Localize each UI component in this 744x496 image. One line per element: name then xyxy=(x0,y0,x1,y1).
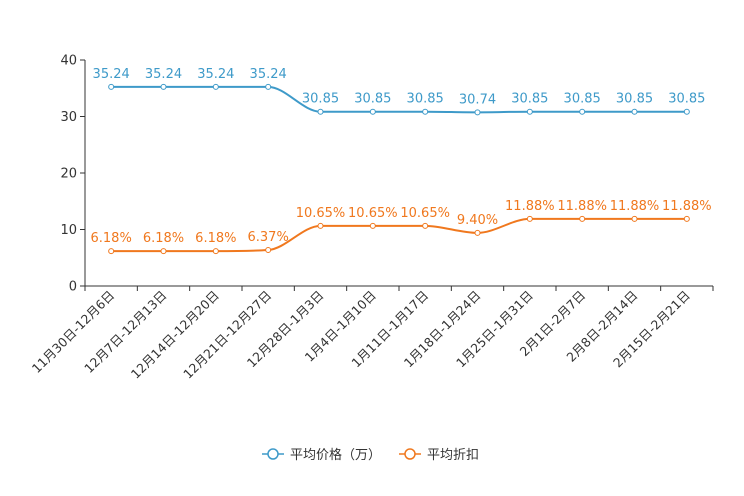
x-axis-ticks: 11月30日-12月6日12月7日-12月13日12月14日-12月20日12月… xyxy=(29,286,714,382)
series-group: 35.24 35.24 35.24 35.24 30.85 30.85 30.85 30.74… xyxy=(91,67,712,255)
data-label: 10.65% xyxy=(348,206,398,221)
data-point xyxy=(422,222,429,229)
y-axis-ticks: 0 10 20 30 40 xyxy=(60,54,85,295)
data-label: 6.37% xyxy=(248,230,289,245)
data-point xyxy=(212,248,219,255)
data-point xyxy=(631,215,638,222)
data-label: 6.18% xyxy=(195,231,236,246)
data-label: 30.85 xyxy=(302,92,339,107)
data-point xyxy=(474,109,481,116)
data-label: 6.18% xyxy=(143,231,184,246)
data-label: 6.18% xyxy=(91,231,132,246)
data-point xyxy=(526,215,533,222)
y-tick-label: 0 xyxy=(69,280,77,295)
data-point xyxy=(265,83,272,90)
data-point xyxy=(683,108,690,115)
data-point xyxy=(579,108,586,115)
data-point xyxy=(317,222,324,229)
data-point xyxy=(160,83,167,90)
data-point xyxy=(317,108,324,115)
x-tick-label: 12月14日-12月20日 xyxy=(128,288,222,382)
data-label: 11.88% xyxy=(505,199,555,214)
data-point xyxy=(579,215,586,222)
y-tick-label: 10 xyxy=(60,223,77,238)
data-label: 30.85 xyxy=(354,92,391,107)
data-label: 11.88% xyxy=(662,199,712,214)
series-line xyxy=(111,217,687,253)
series-1: 35.24 35.24 35.24 35.24 30.85 30.85 30.85 30.74… xyxy=(93,67,705,116)
legend-item-1[interactable]: 平均价格（万） xyxy=(262,447,381,463)
data-label: 30.74 xyxy=(459,92,496,107)
legend-marker-icon xyxy=(267,448,279,460)
data-point xyxy=(160,248,167,255)
series-2: 6.18% 6.18% 6.18% 6.37%10.65% 10.65% 10.65% 9.… xyxy=(91,199,712,255)
data-label: 11.88% xyxy=(610,199,660,214)
data-label: 30.85 xyxy=(564,92,601,107)
data-point xyxy=(369,222,376,229)
legend-marker-icon xyxy=(404,448,416,460)
data-label: 30.85 xyxy=(407,92,444,107)
data-point xyxy=(526,108,533,115)
data-point xyxy=(683,215,690,222)
y-tick-label: 20 xyxy=(60,167,77,182)
data-label: 35.24 xyxy=(145,67,182,82)
y-tick-label: 40 xyxy=(60,54,77,69)
data-label: 35.24 xyxy=(93,67,130,82)
data-label: 10.65% xyxy=(296,206,346,221)
series-line xyxy=(111,85,687,114)
legend-item-2[interactable]: 平均折扣 xyxy=(399,448,479,463)
data-point xyxy=(212,83,219,90)
legend[interactable]: 平均价格（万） 平均折扣 xyxy=(0,440,744,468)
legend-label: 平均折扣 xyxy=(427,448,479,463)
data-label: 30.85 xyxy=(668,92,705,107)
line-chart: 0 10 20 30 40 11月30日-12月6日12月7日-12月13日12月14日… xyxy=(29,54,714,382)
data-point xyxy=(265,247,272,254)
data-point xyxy=(631,108,638,115)
data-label: 10.65% xyxy=(400,206,450,221)
data-label: 35.24 xyxy=(197,67,234,82)
x-tick-label: 12月21日-12月27日 xyxy=(180,288,274,382)
data-label: 30.85 xyxy=(616,92,653,107)
legend-label: 平均价格（万） xyxy=(290,447,381,463)
y-tick-label: 30 xyxy=(60,110,77,125)
data-point xyxy=(422,108,429,115)
data-label: 30.85 xyxy=(511,92,548,107)
data-label: 11.88% xyxy=(557,199,607,214)
data-label: 35.24 xyxy=(250,67,287,82)
data-point xyxy=(369,108,376,115)
data-point xyxy=(474,229,481,236)
data-point xyxy=(108,248,115,255)
data-label: 9.40% xyxy=(457,213,498,228)
data-point xyxy=(108,83,115,90)
